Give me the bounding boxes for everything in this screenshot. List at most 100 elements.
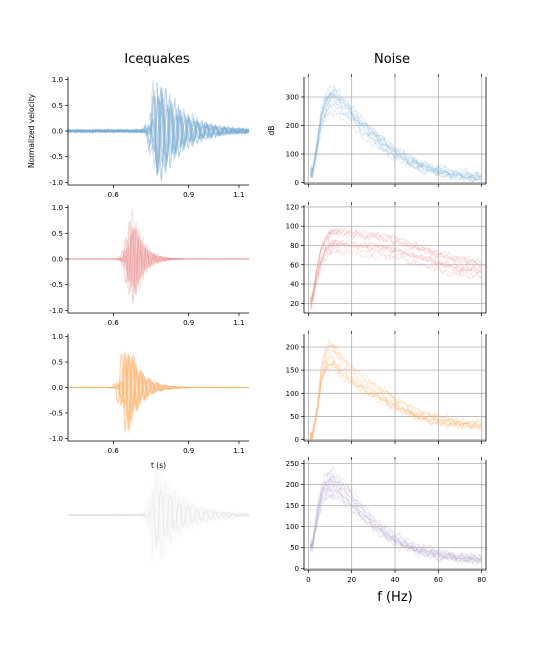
- x-tick-label: 0.6: [108, 319, 120, 327]
- trace-line: [310, 108, 482, 184]
- x-tick-label: 0.9: [183, 191, 194, 199]
- trace-line: [67, 484, 250, 543]
- trace-line: [67, 353, 249, 433]
- y-tick-label: 0.5: [52, 230, 63, 238]
- y-tick-label: 0.5: [52, 102, 63, 110]
- panel-spectrum-4: 250 200 150 100 50 00 20 40 60 80 f (Hz): [286, 457, 487, 605]
- trace-line: [68, 208, 250, 296]
- trace-line: [67, 228, 250, 286]
- x-tick-label: 60: [434, 576, 443, 584]
- trace-line: [67, 486, 250, 545]
- trace-line: [310, 227, 482, 304]
- column-title-noise: Noise: [374, 52, 410, 67]
- x-tick-label: 0.9: [183, 319, 194, 327]
- trace-line: [310, 239, 482, 304]
- y-tick-label: 120: [286, 203, 299, 211]
- trace-line: [310, 360, 482, 438]
- column-title-icequakes: Icequakes: [124, 52, 190, 67]
- trace-line: [310, 99, 482, 183]
- y-tick-label: 0: [295, 565, 299, 573]
- trace-line: [310, 485, 482, 561]
- trace-line: [310, 90, 482, 181]
- y-tick-label: 0.0: [52, 256, 63, 264]
- y-tick-label: 200: [286, 343, 299, 351]
- y-tick-label: 150: [286, 367, 299, 375]
- trace-line: [67, 228, 249, 289]
- trace-line: [310, 354, 482, 440]
- trace-line: [67, 228, 249, 282]
- y-tick-label: 200: [286, 481, 299, 489]
- trace-line: [310, 354, 482, 439]
- trace-line: [67, 352, 250, 430]
- trace-line: [310, 472, 482, 564]
- trace-line: [67, 361, 250, 421]
- y-tick-label: 50: [290, 413, 299, 421]
- y-axis-label: dB: [267, 126, 276, 136]
- trace-line: [310, 93, 482, 179]
- trace-line: [67, 356, 249, 425]
- y-tick-label: 20: [290, 300, 299, 308]
- trace-line: [310, 359, 482, 442]
- trace-line: [310, 477, 482, 565]
- trace-line: [310, 348, 482, 440]
- trace-line: [67, 86, 250, 177]
- trace-line: [310, 475, 482, 561]
- trace-line: [68, 230, 249, 289]
- trace-line: [67, 89, 250, 175]
- panel-waveform-4: [67, 463, 250, 562]
- trace-line: [67, 221, 250, 291]
- y-tick-label: 1.0: [52, 76, 63, 84]
- y-tick-label: -0.5: [49, 409, 63, 417]
- trace-line: [67, 221, 250, 302]
- x-tick-label: 20: [347, 576, 356, 584]
- trace-line: [68, 233, 250, 294]
- y-tick-label: 250: [286, 460, 299, 468]
- panel-waveform-3: 1.0 0.5 0.0 -0.5 -1.0 0.6 0.9 1.1 t (s): [49, 333, 250, 470]
- trace-line: [310, 480, 482, 565]
- trace-line: [310, 362, 482, 438]
- trace-line: [67, 225, 249, 291]
- trace-line: [310, 239, 482, 302]
- trace-line: [67, 232, 249, 294]
- panel-waveform-1: 1.0 0.5 0.0 -0.5 -1.0 0.6 0.9 1.1 Normalized vel…: [27, 76, 250, 199]
- trace-line: [67, 94, 250, 173]
- trace-line: [67, 235, 250, 287]
- y-tick-label: 60: [290, 261, 299, 269]
- x-tick-label: 0.9: [183, 447, 194, 455]
- trace-line: [310, 82, 482, 179]
- x-axis-label: f (Hz): [377, 590, 412, 605]
- y-tick-label: 100: [286, 151, 299, 159]
- trace-line: [67, 478, 250, 560]
- trace-line: [67, 87, 250, 181]
- trace-line: [310, 103, 482, 182]
- y-tick-label: -0.5: [49, 153, 63, 161]
- trace-line: [310, 363, 482, 440]
- trace-line: [310, 343, 483, 437]
- y-tick-label: -1.0: [49, 435, 63, 443]
- trace-line: [67, 486, 250, 543]
- panel-waveform-2: 1.0 0.5 0.0 -0.5 -1.0 0.6 0.9 1.1: [49, 204, 250, 327]
- trace-line: [67, 353, 249, 430]
- trace-line: [310, 338, 482, 440]
- trace-line: [310, 493, 482, 562]
- trace-line: [310, 229, 482, 303]
- y-tick-label: 150: [286, 502, 299, 510]
- x-axis-label: t (s): [151, 461, 166, 470]
- y-tick-label: 100: [286, 523, 299, 531]
- y-tick-label: 200: [286, 122, 299, 130]
- trace-line: [310, 466, 483, 561]
- y-tick-label: -0.5: [49, 281, 63, 289]
- trace-line: [67, 220, 250, 304]
- trace-line: [67, 463, 250, 562]
- y-tick-label: 0.0: [52, 384, 63, 392]
- trace-line: [67, 100, 250, 154]
- y-tick-label: 0.0: [52, 128, 63, 136]
- trace-line: [67, 96, 250, 162]
- x-tick-label: 0: [306, 576, 310, 584]
- trace-line: [67, 87, 250, 170]
- trace-line: [310, 483, 483, 562]
- trace-line: [310, 88, 482, 179]
- y-tick-label: 40: [290, 281, 299, 289]
- trace-line: [310, 101, 482, 181]
- trace-line: [67, 82, 250, 182]
